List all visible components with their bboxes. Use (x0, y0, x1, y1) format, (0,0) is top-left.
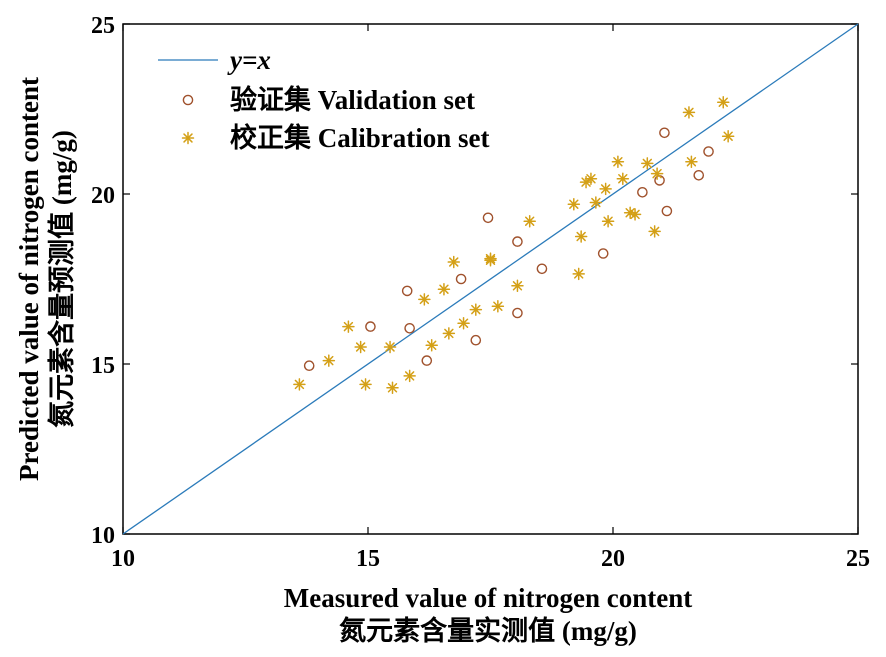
calibration-point (601, 214, 615, 228)
legend: y=x 验证集 Validation set 校正集 Calibration set (158, 45, 490, 153)
validation-point (303, 360, 315, 372)
reference-line-group (122, 23, 859, 535)
validation-point (703, 146, 714, 157)
calibration-point (685, 155, 698, 168)
validation-point (482, 212, 494, 224)
y-tick-label: 20 (91, 183, 115, 209)
calibration-point (322, 354, 336, 367)
reference-line-y-equals-x (122, 23, 859, 535)
y-axis-label-line1: Predicted value of nitrogen content (14, 77, 44, 481)
y-tick-label: 10 (91, 523, 115, 549)
legend-label: 校正集 Calibration set (230, 122, 490, 153)
calibration-point (359, 378, 372, 391)
validation-point (421, 355, 433, 366)
calibration-point (584, 172, 598, 185)
calibration-point (484, 254, 497, 267)
calibration-point (457, 316, 470, 330)
validation-point (455, 273, 467, 285)
calibration-point (403, 369, 416, 383)
legend-asterisk-swatch (181, 131, 195, 145)
y-tick-label: 25 (91, 13, 115, 39)
legend-label: 验证集 Validation set (230, 84, 475, 115)
calibration-point (682, 106, 696, 119)
validation-point (401, 285, 413, 297)
calibration-point (650, 167, 664, 180)
calibration-point (589, 196, 603, 209)
x-axis-label-line2: 氮元素含量实测值 (mg/g) (339, 615, 637, 646)
x-tick-label: 15 (356, 546, 380, 572)
calibration-point (641, 157, 654, 170)
validation-point (637, 186, 648, 198)
validation-point (693, 169, 705, 181)
y-tick-label: 15 (91, 353, 115, 379)
calibration-point (469, 303, 483, 316)
validation-point (512, 236, 523, 247)
calibration-point (354, 340, 367, 354)
calibration-point (611, 155, 625, 168)
validation-point (404, 322, 415, 334)
legend-label: y=x (227, 45, 271, 75)
validation-point (659, 127, 670, 139)
calibration-point (523, 214, 536, 228)
data-points (293, 95, 735, 395)
calibration-point (491, 299, 505, 313)
x-axis-label-line1: Measured value of nitrogen content (284, 583, 692, 613)
calibration-point (418, 293, 431, 306)
calibration-point (721, 129, 735, 143)
validation-point (512, 307, 523, 319)
validation-point (661, 205, 673, 217)
calibration-point (425, 339, 438, 352)
calibration-point (342, 320, 355, 333)
calibration-point (386, 381, 399, 395)
validation-point (365, 321, 376, 332)
validation-point (597, 248, 609, 259)
y-axis-label-line2: 氮元素含量预测值 (mg/g) (46, 130, 77, 428)
legend-circle-swatch (182, 94, 194, 106)
x-tick-label: 25 (846, 546, 870, 572)
calibration-point (293, 378, 306, 391)
calibration-point (511, 279, 524, 293)
calibration-point (572, 267, 585, 281)
calibration-point (717, 95, 730, 109)
calibration-point (447, 255, 460, 269)
calibration-point (567, 197, 581, 211)
calibration-point (574, 230, 588, 243)
validation-point (470, 334, 482, 346)
x-tick-label: 20 (601, 546, 625, 572)
calibration-point (628, 208, 642, 221)
calibration-point (437, 282, 451, 296)
calibration-point (383, 340, 397, 354)
calibration-point (648, 225, 661, 238)
calibration-point (442, 327, 456, 340)
x-tick-label: 10 (111, 546, 135, 572)
calibration-point (599, 182, 612, 196)
axis-ticks: 10 15 20 25 10 15 20 25 (91, 13, 870, 572)
calibration-point (616, 172, 630, 185)
validation-point (536, 263, 548, 275)
